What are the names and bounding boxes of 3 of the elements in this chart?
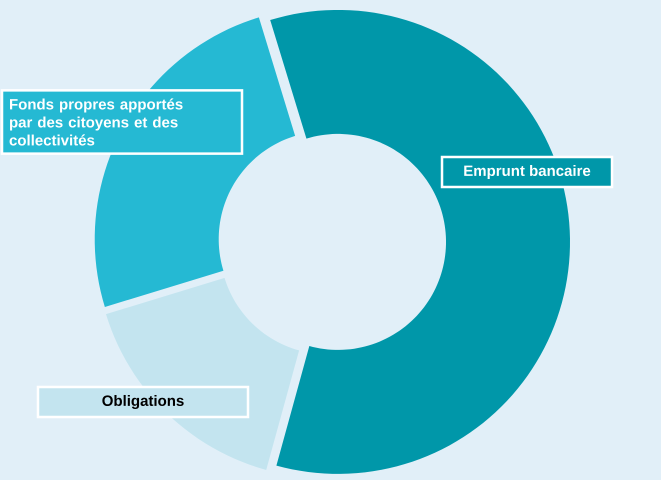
slice-label: Obligations [102, 394, 184, 410]
slice-label: Fonds propres apportés par des citoyens et des collectivités [10, 98, 183, 146]
slice-label: Emprunt bancaire [464, 165, 590, 179]
